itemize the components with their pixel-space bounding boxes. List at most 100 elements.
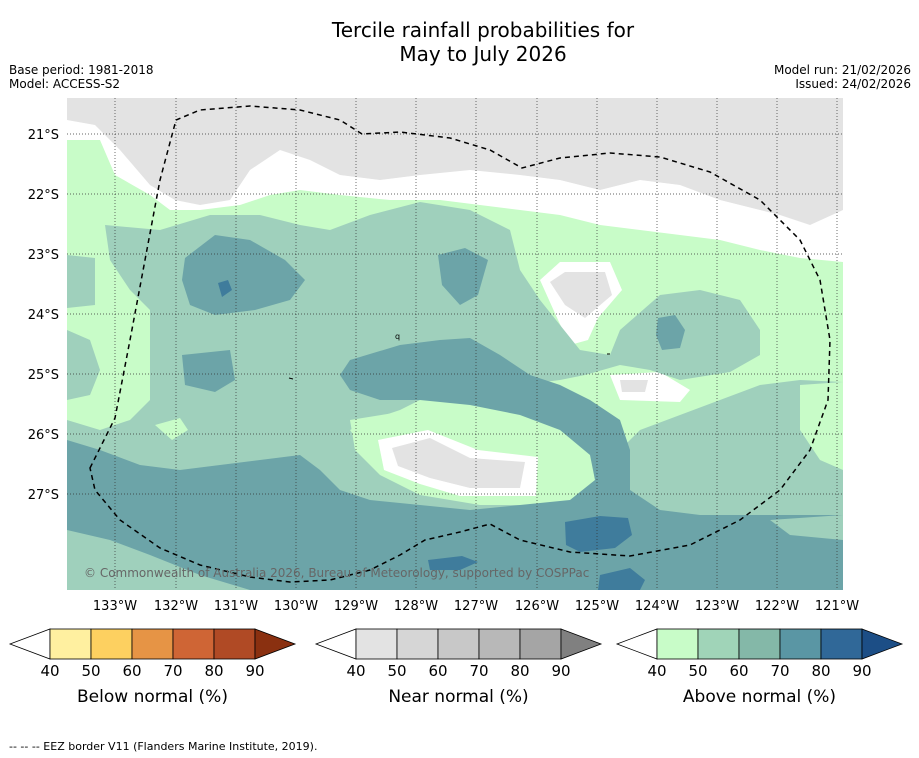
colorbar-segment [131, 628, 174, 660]
lon-label: 128°W [394, 599, 438, 614]
colorbar-tick-label: 80 [204, 662, 223, 680]
lon-label: 126°W [515, 599, 559, 614]
map-title: Tercile rainfall probabilities for May t… [0, 18, 919, 66]
colorbar-tick-label: 40 [647, 662, 666, 680]
colorbar-legends: 40 50 60 70 80 90 Below normal (%) 40 50 60 70 80 90… [8, 628, 904, 707]
colorbar-segment [49, 628, 92, 660]
colorbar-title: Below normal (%) [77, 687, 228, 707]
lon-label: 129°W [334, 599, 378, 614]
island-marker [288, 377, 294, 380]
island-marker: q [395, 332, 400, 341]
meta-left: Base period: 1981-2018 Model: ACCESS-S2 [9, 63, 154, 91]
lat-label: 21°S [28, 128, 59, 143]
eez-border [89, 105, 831, 583]
colorbar-tick-label: 60 [729, 662, 748, 680]
colorbar-tick-label: 60 [122, 662, 141, 680]
lon-label: 123°W [695, 599, 739, 614]
colorbar-low-extension [8, 628, 51, 660]
colorbar-tick-label: 90 [245, 662, 264, 680]
graticule [67, 98, 843, 590]
colorbar-tick-label: 80 [510, 662, 529, 680]
lat-label: 22°S [28, 188, 59, 203]
colorbar-tick-label: 50 [81, 662, 100, 680]
above-normal-50-region [67, 330, 100, 400]
colorbar-title: Near normal (%) [388, 687, 528, 707]
colorbar-tick-label: 60 [428, 662, 447, 680]
eez-footnote: -- -- -- EEZ border V11 (Flanders Marine… [9, 740, 318, 753]
lon-label: 133°W [93, 599, 137, 614]
colorbar-3: 40 50 60 70 80 90 Above normal (%) [615, 628, 904, 707]
model-name: Model: ACCESS-S2 [9, 77, 121, 91]
colorbar-tick-label: 40 [40, 662, 59, 680]
lat-label: 25°S [28, 368, 59, 383]
lat-label: 27°S [28, 488, 59, 503]
lat-label: 26°S [28, 428, 59, 443]
colorbar-low-extension [615, 628, 658, 660]
lat-label: 23°S [28, 248, 59, 263]
colorbar-tick-label: 50 [387, 662, 406, 680]
above-normal-70-region [598, 568, 645, 590]
above-normal-60-region [438, 248, 488, 305]
colorbar-tick-label: 50 [688, 662, 707, 680]
background-region [610, 372, 690, 402]
above-normal-50-region [67, 255, 95, 308]
above-normal-70-region [565, 516, 632, 552]
above-normal-70-region [428, 556, 478, 570]
colorbar-low-extension [314, 628, 357, 660]
issued-date: Issued: 24/02/2026 [795, 77, 911, 91]
latitude-labels: 21°S 22°S 23°S 24°S 25°S 26°S 27°S [28, 128, 59, 503]
meta-right: Model run: 21/02/2026 Issued: 24/02/2026 [774, 63, 911, 91]
colorbar-tick-label: 70 [770, 662, 789, 680]
base-period: Base period: 1981-2018 [9, 63, 154, 77]
colorbar-segment [656, 628, 699, 660]
above-normal-40-region [155, 418, 188, 440]
lon-label: 131°W [214, 599, 258, 614]
near-normal-region [620, 380, 648, 392]
above-normal-40-region [800, 382, 843, 470]
lon-label: 127°W [454, 599, 498, 614]
colorbar-tick-label: 70 [163, 662, 182, 680]
lat-label: 24°S [28, 308, 59, 323]
colorbar-segment [779, 628, 822, 660]
title-line-1: Tercile rainfall probabilities for [331, 18, 635, 42]
model-run: Model run: 21/02/2026 [773, 63, 911, 77]
colorbar-tick-label: 90 [551, 662, 570, 680]
colorbar-high-extension [254, 628, 297, 660]
colorbar-tick-label: 40 [346, 662, 365, 680]
colorbar-segment [519, 628, 562, 660]
colorbar-title: Above normal (%) [683, 687, 836, 707]
copyright-text: © Commonwealth of Australia 2026, Bureau… [84, 566, 589, 580]
colorbar-segment [437, 628, 480, 660]
colorbar-segment [172, 628, 215, 660]
colorbar-tick-label: 90 [852, 662, 871, 680]
lon-label: 132°W [154, 599, 198, 614]
colorbar-1: 40 50 60 70 80 90 Below normal (%) [8, 628, 297, 707]
colorbar-segment [90, 628, 133, 660]
colorbar-segment [213, 628, 256, 660]
colorbar-segment [478, 628, 521, 660]
near-normal-region [392, 438, 525, 488]
longitude-labels: 133°W 132°W 131°W 130°W 129°W 128°W 127°… [93, 599, 859, 614]
colorbar-high-extension [560, 628, 603, 660]
above-normal-60-region [656, 315, 685, 350]
colorbar-high-extension [861, 628, 904, 660]
lon-label: 124°W [635, 599, 679, 614]
colorbar-segment [355, 628, 398, 660]
near-normal-region [67, 98, 843, 225]
near-normal-region [550, 272, 612, 318]
above-normal-50-region [67, 530, 250, 590]
above-normal-50-region [770, 515, 843, 540]
lon-label: 130°W [274, 599, 318, 614]
probability-field [67, 98, 843, 590]
title-line-2: May to July 2026 [399, 42, 567, 66]
colorbar-2: 40 50 60 70 80 90 Near normal (%) [314, 628, 603, 707]
above-normal-70-region [218, 280, 232, 297]
colorbar-segment [738, 628, 781, 660]
colorbar-segment [396, 628, 439, 660]
colorbar-tick-label: 80 [811, 662, 830, 680]
above-normal-60-region [67, 338, 843, 590]
lon-label: 122°W [755, 599, 799, 614]
colorbar-segment [697, 628, 740, 660]
colorbar-tick-label: 70 [469, 662, 488, 680]
